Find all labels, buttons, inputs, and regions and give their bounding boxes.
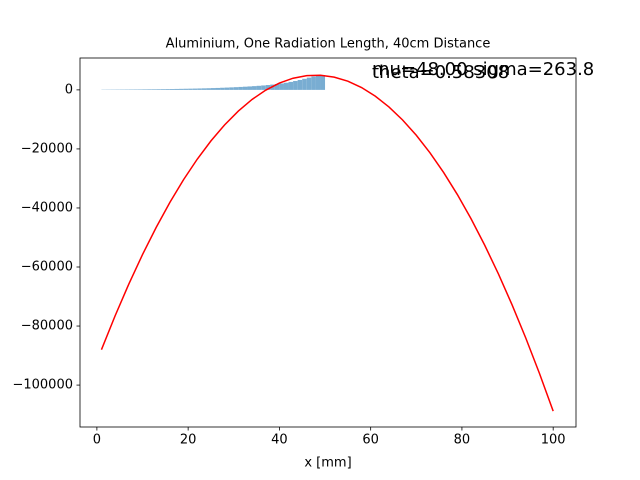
histogram-bar [156, 89, 161, 90]
histogram-bar [151, 89, 157, 90]
x-tick-label: 100 [541, 433, 566, 448]
histogram-bar [160, 89, 166, 90]
y-tick-label: 0 [65, 82, 73, 97]
histogram-bar [188, 88, 193, 90]
histogram-bar [220, 87, 225, 90]
histogram-bar [201, 88, 207, 90]
y-tick-label: −80000 [21, 319, 73, 334]
histogram-bar [165, 89, 170, 90]
histogram-bar [192, 88, 198, 90]
histogram-bar [233, 87, 239, 90]
x-tick-label: 0 [93, 433, 101, 448]
x-tick-label: 60 [362, 433, 379, 448]
histogram-bar [297, 79, 303, 90]
histogram-bar [320, 75, 326, 90]
y-tick-label: −100000 [12, 378, 73, 393]
histogram-bar [279, 83, 284, 90]
histogram-bar [265, 85, 271, 90]
histogram-bar [252, 86, 257, 90]
y-tick-label: −40000 [21, 200, 73, 215]
histogram-bar [169, 89, 175, 90]
histogram-bar [293, 81, 298, 90]
x-tick-label: 80 [454, 433, 471, 448]
histogram-bar [206, 88, 211, 90]
histogram-bar [147, 89, 152, 90]
histogram-bar [306, 77, 312, 90]
histogram-bar [179, 88, 184, 90]
histogram-bar [261, 85, 266, 90]
histogram-bar [242, 86, 248, 90]
histogram-bar [247, 86, 253, 90]
y-tick-label: −20000 [21, 141, 73, 156]
x-axis-label: x [mm] [304, 456, 351, 471]
histogram-bar [210, 88, 216, 90]
histogram-bar [302, 78, 307, 90]
histogram-bar [274, 84, 280, 90]
histogram-bar [183, 88, 189, 90]
histogram-bar [197, 88, 202, 90]
chart-title: Aluminium, One Radiation Length, 40cm Di… [166, 37, 491, 52]
histogram-bar [174, 88, 180, 90]
histogram-bar [142, 89, 148, 90]
histogram-bar [229, 87, 234, 90]
fit-curve [100, 74, 554, 412]
histogram-bar [288, 81, 294, 90]
histogram-bar [311, 76, 316, 90]
histogram-bar [315, 75, 321, 90]
histogram-bar [215, 87, 221, 90]
axes-frame [79, 57, 577, 428]
x-tick-label: 40 [271, 433, 288, 448]
annotation: mu=48.00 sigma=263.8 [372, 59, 594, 80]
x-tick-label: 20 [180, 433, 197, 448]
histogram-bar [256, 85, 262, 90]
histogram-bar [283, 82, 289, 90]
y-tick-label: −60000 [21, 260, 73, 275]
histogram-bar [238, 86, 243, 90]
histogram-bar [224, 87, 230, 90]
annotation: theta=0.58308 [372, 62, 509, 83]
